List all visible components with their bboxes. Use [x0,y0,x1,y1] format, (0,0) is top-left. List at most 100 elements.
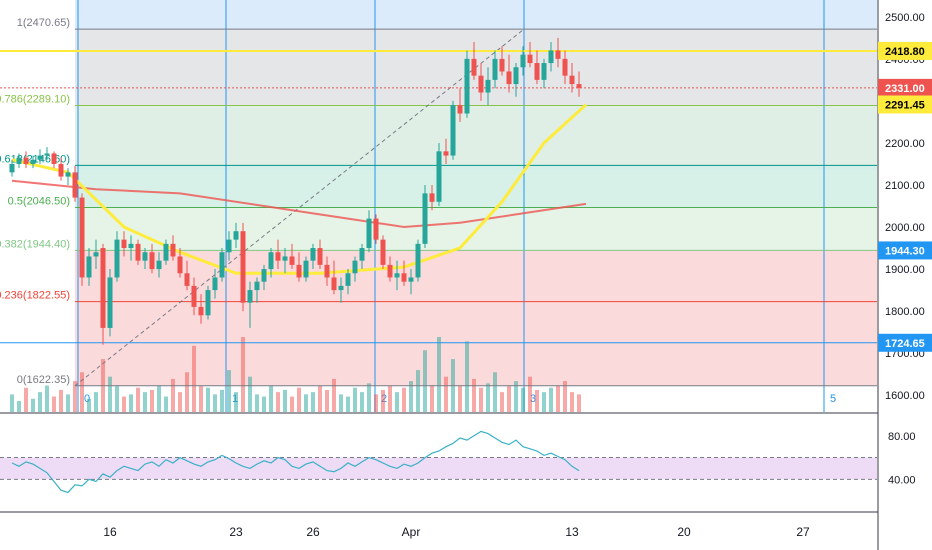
volume-bar [220,389,224,412]
rsi-panel [0,412,878,494]
volume-bar [262,396,266,412]
candle-body [212,277,218,291]
candle-body [121,239,127,249]
volume-bar [255,394,259,412]
candle-body [51,153,57,164]
volume-bar [73,381,77,412]
candle-body [541,63,547,80]
volume-bar [381,389,385,412]
volume-bar [507,385,511,412]
volume-bar [577,394,581,412]
price-tick-label: 2100.00 [885,180,925,192]
candle-body [387,264,393,278]
price-label: 2418.80 [885,46,925,58]
candle-body [394,273,400,278]
candle-body [436,151,442,202]
volume-bar [528,376,532,412]
volume-bar [563,381,567,412]
volume-bar [171,378,175,412]
price-label: 1944.30 [885,245,925,257]
price-label: 2291.45 [885,99,925,111]
candle-body [156,260,162,270]
candlesticks [9,37,582,345]
candle-body [289,256,295,265]
candle-body [184,273,190,286]
volume-bar [213,394,217,412]
candle-body [345,273,351,286]
candle-body [499,58,505,72]
volume-bar [570,392,574,412]
volume-bar [556,385,560,412]
volume-bar [178,392,182,412]
fib-band [75,165,877,208]
volume-bar [31,398,35,412]
volume-bar [430,385,434,412]
candle-body [72,172,78,198]
volume-bar [395,392,399,412]
candle-body [555,50,561,59]
candle-body [303,260,309,278]
candle-body [492,58,498,80]
volume-bar [339,394,343,412]
candle-body [219,252,225,278]
moving-averages [11,103,588,275]
moving-average-red [11,179,587,229]
candle-body [163,243,169,261]
volume-bar [367,383,371,412]
candle-body [324,264,330,278]
candle-body [23,157,29,164]
volume-bar [472,378,476,412]
volume-bar [514,381,518,412]
volume-bar [290,396,294,412]
volume-bar [493,372,497,412]
fib-level-label: 0.786(2289.10) [0,93,70,105]
candle-body [261,269,267,282]
volume-bar [52,396,56,412]
price-label: 2331.00 [885,83,925,95]
volume-bar [234,392,238,412]
candle-body [268,252,274,270]
candle-body [65,172,71,177]
time-tick-label: 23 [229,525,243,539]
rsi-tick-label: 80.00 [888,431,916,443]
candle-body [170,243,176,257]
time-tick-label: 16 [103,525,117,539]
fib-trend-line [74,28,525,387]
candle-body [331,277,337,291]
volume-bar [458,385,462,412]
candle-body [569,75,575,85]
price-label: 1724.65 [885,338,925,350]
time-tick-label: 13 [565,525,579,539]
candle-body [373,218,379,240]
candle-body [415,243,421,278]
time-tick-label: 27 [796,525,810,539]
fib-bands [75,0,877,386]
volume-bar [311,392,315,412]
volume-bar [269,385,273,412]
cycle-marker-label: 5 [830,393,836,405]
volume-bar [143,392,147,412]
volume-bar [549,387,553,412]
candle-body [296,264,302,278]
volume-bar [402,387,406,412]
volume-bar [437,337,441,412]
volume-bar [227,370,231,412]
candle-body [58,163,64,177]
volume-bar [283,389,287,412]
candle-body [128,243,134,249]
candle-body [471,58,477,76]
candle-body [506,71,512,85]
volume-bar [409,381,413,412]
volume-bar [465,341,469,412]
candle-body [205,290,211,316]
price-tick-label: 2200.00 [885,138,925,150]
volume-bar [521,387,525,412]
volume-bar [388,385,392,412]
fib-level-label: 1(2470.65) [17,17,70,29]
candle-body [107,277,113,328]
price-label-bg [878,41,932,60]
volume-bar [297,387,301,412]
volume-bar [276,392,280,412]
volume-bar [304,394,308,412]
volume-bar [332,378,336,412]
